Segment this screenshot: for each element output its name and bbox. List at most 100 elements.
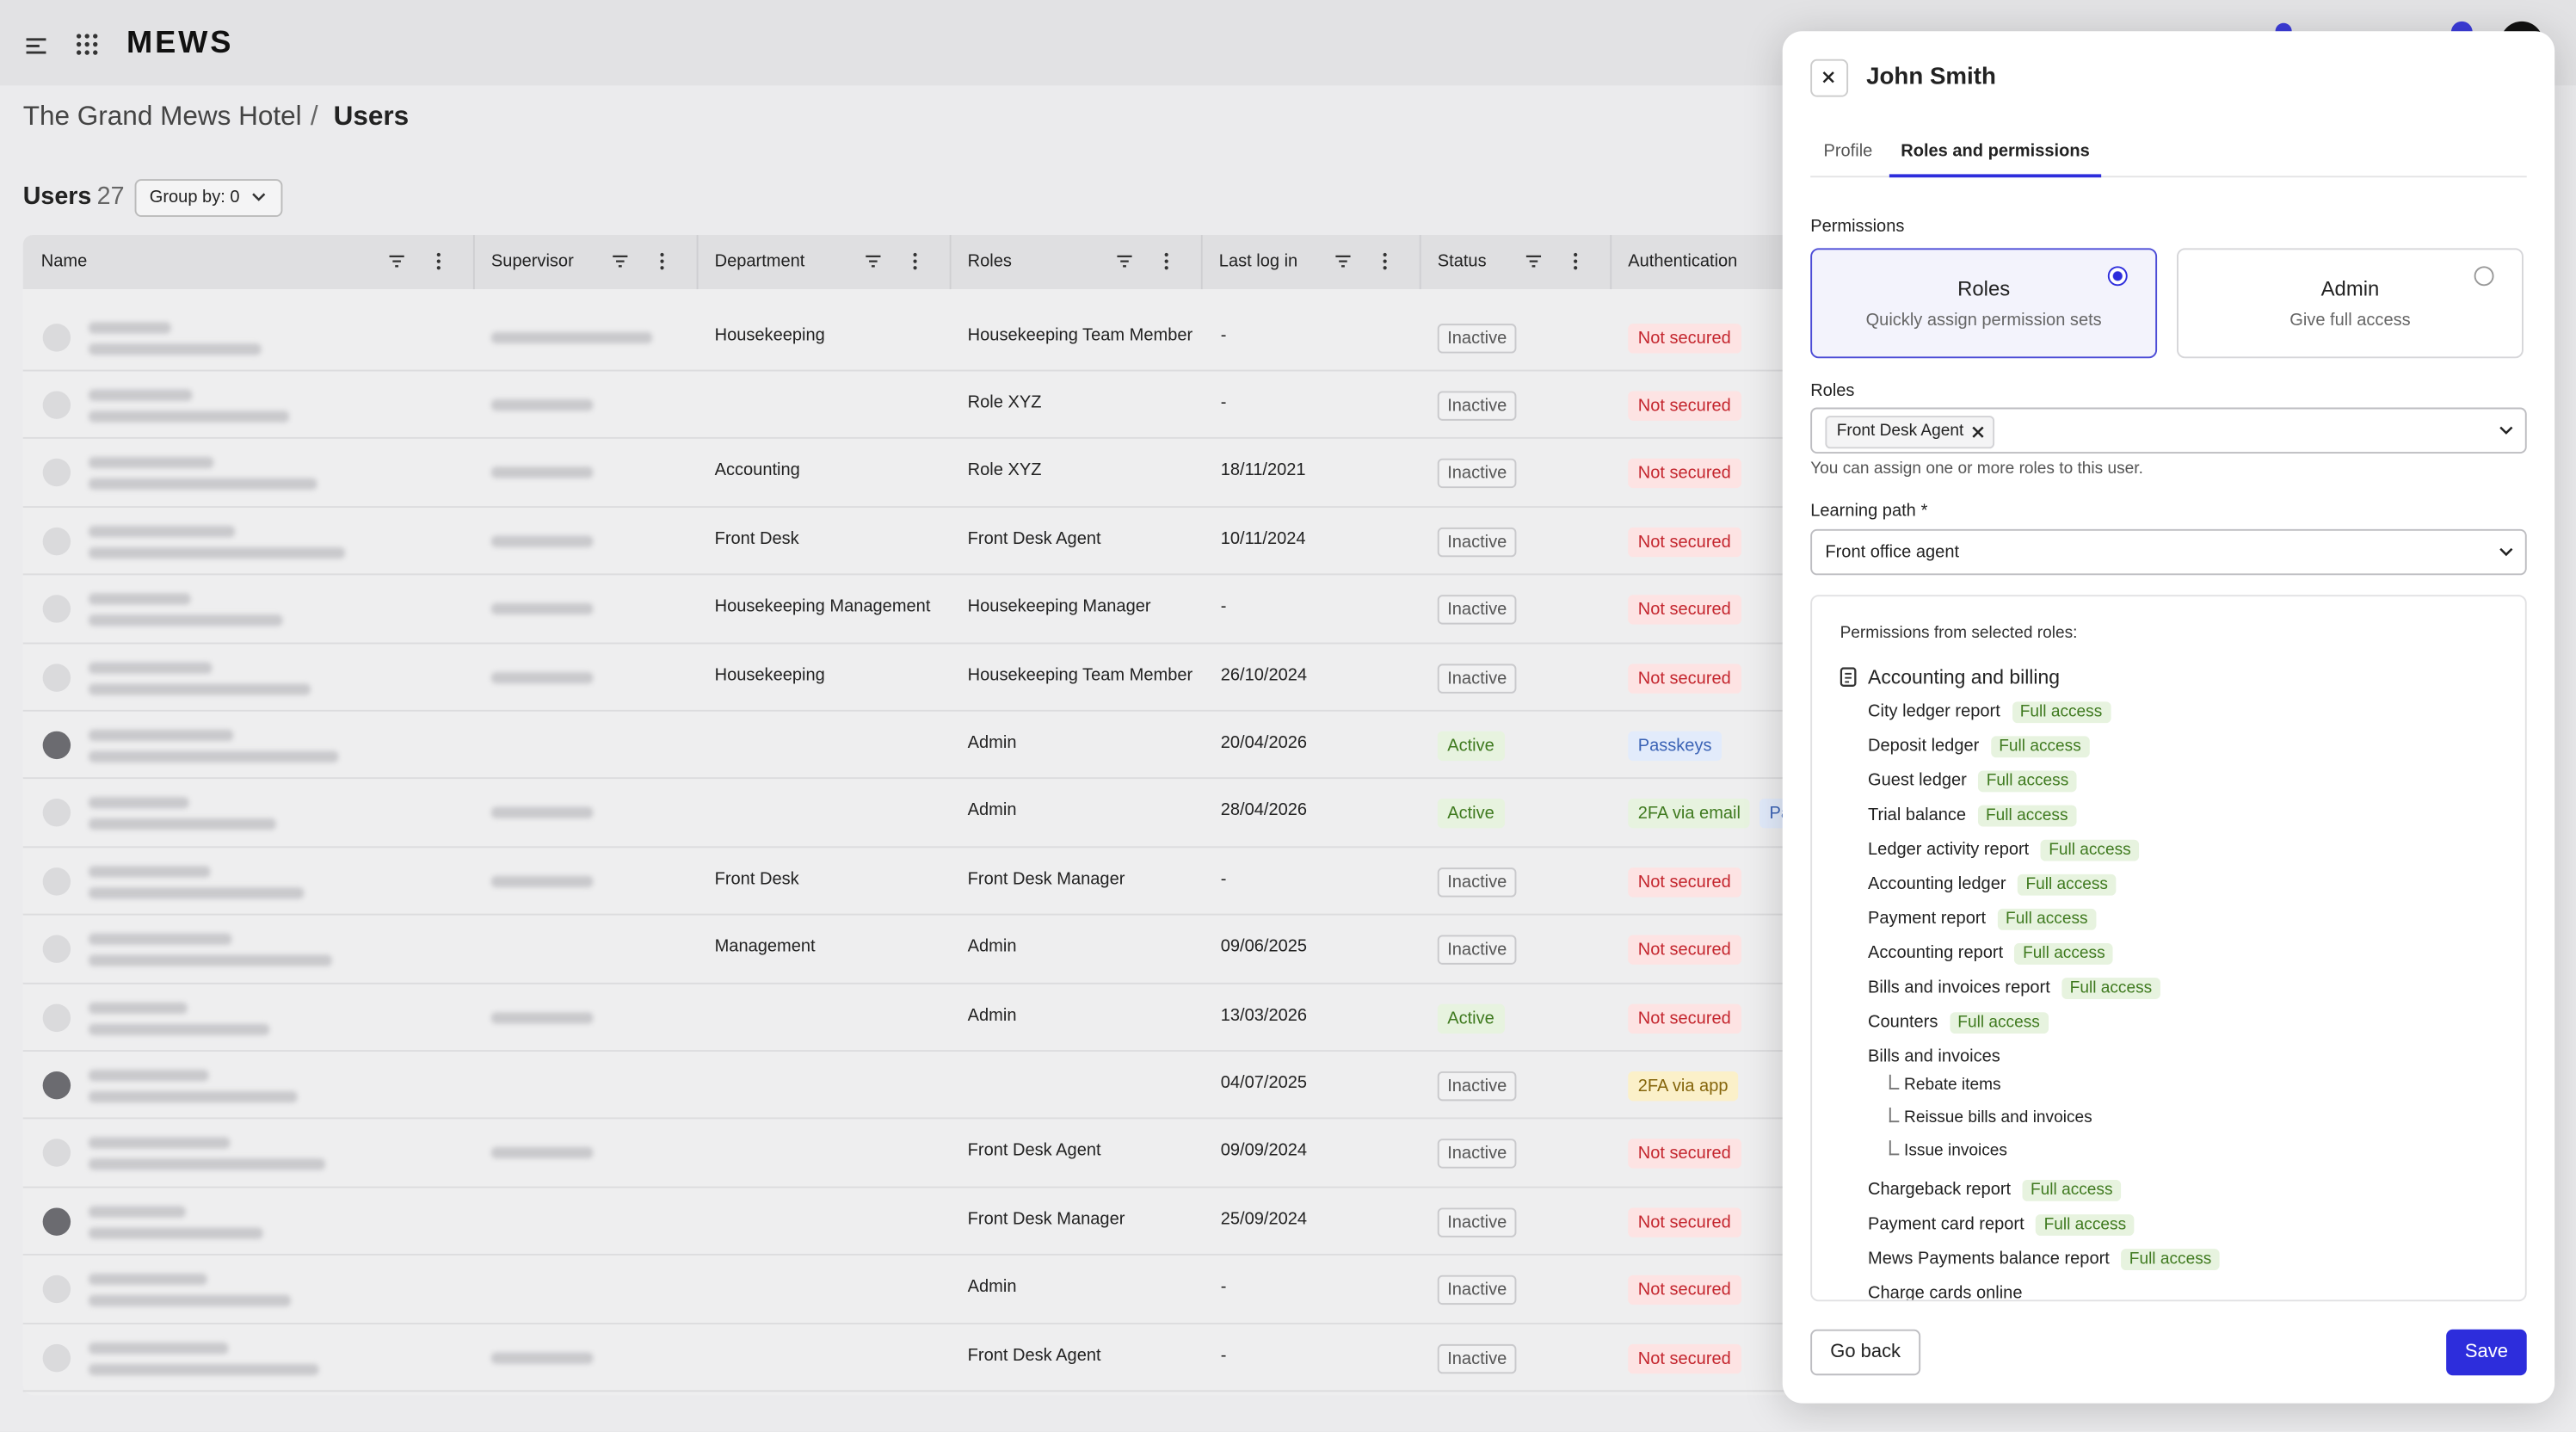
blurred-supervisor bbox=[490, 398, 594, 411]
radio[interactable] bbox=[2107, 266, 2128, 287]
user-avatar bbox=[42, 527, 71, 555]
go-back-button[interactable]: Go back bbox=[1810, 1329, 1921, 1376]
permission-name: Accounting ledger bbox=[1868, 873, 2006, 894]
apps-icon[interactable] bbox=[76, 33, 99, 56]
department: Housekeeping bbox=[714, 324, 825, 345]
role: Role XYZ bbox=[967, 460, 1042, 481]
filter-icon[interactable] bbox=[1116, 253, 1134, 269]
role: Role XYZ bbox=[967, 392, 1042, 413]
required-mark: * bbox=[1920, 501, 1928, 522]
permission-item: Payment card report Full access bbox=[1868, 1214, 2135, 1236]
badge: Active bbox=[1437, 731, 1505, 761]
column-header[interactable]: Last log in bbox=[1218, 251, 1298, 272]
department: Management bbox=[714, 936, 816, 957]
last-log-in: - bbox=[1220, 324, 1227, 345]
logo: MEWS bbox=[126, 26, 234, 61]
column-menu-icon[interactable] bbox=[1572, 251, 1579, 271]
badge: Not secured bbox=[1628, 1139, 1741, 1170]
learning-path-select[interactable]: Front office agent bbox=[1810, 528, 2527, 576]
filter-icon[interactable] bbox=[1334, 253, 1352, 269]
table-row bbox=[22, 370, 1831, 440]
access-badge: Full access bbox=[2061, 978, 2160, 999]
column-header[interactable]: Status bbox=[1437, 251, 1487, 272]
box-heading: Permissions from selected roles: bbox=[1840, 624, 2078, 643]
department: Housekeeping bbox=[714, 664, 825, 685]
permission-name: Ledger activity report bbox=[1868, 839, 2030, 860]
field-label: Learning path * bbox=[1810, 501, 1927, 521]
last-log-in: 26/10/2024 bbox=[1220, 664, 1308, 685]
save-button[interactable]: Save bbox=[2446, 1329, 2527, 1376]
filter-icon[interactable] bbox=[864, 253, 882, 269]
filter-icon[interactable] bbox=[388, 253, 406, 269]
permission-option[interactable]: Admin Give full access bbox=[2177, 248, 2524, 359]
blurred-email bbox=[89, 1294, 291, 1307]
role: Admin bbox=[967, 1004, 1017, 1025]
column-divider bbox=[1200, 235, 1203, 290]
badge: Not secured bbox=[1628, 1342, 1741, 1373]
chevron-icon bbox=[2499, 547, 2513, 557]
table-row bbox=[22, 1255, 1831, 1324]
role: Admin bbox=[967, 936, 1017, 957]
radio[interactable] bbox=[2474, 266, 2494, 287]
tree-connector bbox=[1889, 1107, 1900, 1123]
blurred-supervisor bbox=[490, 875, 594, 887]
table-row bbox=[22, 1119, 1831, 1188]
table-row bbox=[22, 915, 1831, 984]
badge: Inactive bbox=[1437, 391, 1517, 421]
filter-icon[interactable] bbox=[1525, 253, 1543, 269]
badge: Inactive bbox=[1437, 1207, 1517, 1238]
permission-item: Bills and invoices report Full access bbox=[1868, 978, 2160, 999]
table-row bbox=[22, 1187, 1831, 1256]
user-avatar bbox=[42, 1342, 71, 1372]
column-menu-icon[interactable] bbox=[659, 251, 666, 271]
column-menu-icon[interactable] bbox=[1163, 251, 1170, 271]
tab[interactable]: Profile bbox=[1823, 141, 1873, 162]
group-by-button[interactable]: Group by: 0 bbox=[134, 179, 283, 218]
access-badge: Full access bbox=[2121, 1249, 2220, 1270]
access-badge: Full access bbox=[1990, 736, 2090, 758]
close-button[interactable] bbox=[1810, 59, 1849, 97]
roles-select[interactable]: Front Desk Agent bbox=[1810, 407, 2527, 454]
blurred-name bbox=[89, 865, 211, 878]
table-row bbox=[22, 983, 1831, 1052]
last-log-in: 09/06/2025 bbox=[1220, 936, 1308, 957]
access-badge: Full access bbox=[2017, 873, 2117, 896]
blurred-name bbox=[89, 797, 189, 810]
permission-name: Payment card report bbox=[1868, 1214, 2024, 1234]
menu-icon[interactable] bbox=[23, 33, 50, 59]
field-label: Roles bbox=[1810, 380, 1855, 401]
last-log-in: - bbox=[1220, 392, 1227, 413]
access-badge: Full access bbox=[1977, 805, 2077, 827]
last-log-in: - bbox=[1220, 868, 1227, 889]
blurred-email bbox=[89, 614, 283, 626]
breadcrumb-parent[interactable]: The Grand Mews Hotel bbox=[22, 102, 302, 132]
column-menu-icon[interactable] bbox=[1382, 251, 1389, 271]
table-row bbox=[22, 1323, 1831, 1392]
badge: Inactive bbox=[1437, 1139, 1517, 1170]
remove-chip-icon[interactable] bbox=[1972, 426, 1985, 439]
column-menu-icon[interactable] bbox=[435, 251, 442, 271]
sub-permission: Issue invoices bbox=[1904, 1142, 2007, 1161]
user-avatar bbox=[42, 935, 71, 964]
column-header[interactable]: Roles bbox=[967, 251, 1012, 272]
breadcrumb-separator: / bbox=[310, 102, 318, 132]
department: Front Desk bbox=[714, 528, 799, 549]
column-header[interactable]: Name bbox=[40, 251, 88, 272]
column-menu-icon[interactable] bbox=[912, 251, 919, 271]
blurred-name bbox=[89, 525, 236, 537]
column-header[interactable]: Supervisor bbox=[490, 251, 574, 272]
tab[interactable]: Roles and permissions bbox=[1901, 141, 2090, 162]
user-avatar bbox=[42, 663, 71, 691]
blurred-name bbox=[89, 1069, 209, 1082]
filter-icon[interactable] bbox=[611, 253, 629, 269]
blurred-name bbox=[89, 389, 193, 401]
badge: Inactive bbox=[1437, 595, 1517, 625]
column-header[interactable]: Department bbox=[714, 251, 805, 272]
permission-option[interactable]: Roles Quickly assign permission sets bbox=[1810, 248, 2158, 359]
page-title: Users bbox=[22, 182, 92, 211]
column-header[interactable]: Authentication bbox=[1628, 251, 1738, 272]
document-icon bbox=[1840, 667, 1857, 687]
role: Housekeeping Team Member bbox=[967, 664, 1193, 685]
access-badge: Full access bbox=[2014, 943, 2114, 965]
